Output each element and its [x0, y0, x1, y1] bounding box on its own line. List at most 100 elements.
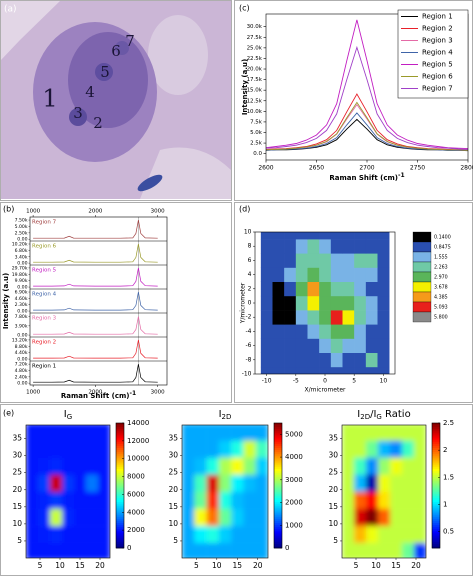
colorbar-strip [274, 510, 282, 513]
heatmap-cell [86, 474, 99, 492]
contour-cell [319, 281, 332, 297]
colorbar-strip [274, 425, 282, 428]
contour-cell [365, 253, 378, 268]
heatmap-cell [206, 474, 220, 492]
colorbar-strip [432, 466, 440, 470]
colorbar-strip [116, 529, 124, 532]
x-tick-label: 1000 [26, 209, 40, 215]
contour-cell [284, 239, 297, 254]
colorbar-strip [116, 425, 124, 428]
heatmap-cell [50, 440, 63, 458]
contour-cell [307, 239, 320, 254]
heatmap-cell [243, 491, 257, 509]
colorbar-strip [274, 473, 282, 476]
heatmap-cell [218, 457, 232, 475]
y-tick-label: 12.5k [247, 98, 263, 104]
contour-cell [272, 352, 285, 368]
colorbar-strip [432, 525, 440, 528]
x-tick-label: 10 [55, 561, 65, 570]
y-tick-label: 27.5k [247, 35, 263, 41]
heatmap-cell [218, 491, 232, 509]
colorbar-strip [432, 529, 440, 532]
colorbar-strip [432, 539, 440, 543]
heatmap-cell [342, 440, 355, 458]
colorbar-strip [116, 458, 124, 461]
colorbar-strip [116, 454, 124, 457]
heatmap-cell [62, 491, 75, 509]
contour-cell [377, 239, 390, 254]
contour-cell [330, 338, 343, 353]
colorbar-strip [116, 541, 124, 545]
y-tick-label: 5 [173, 536, 178, 545]
colorbar-frame [431, 422, 441, 549]
heatmap-cell [38, 425, 51, 441]
cell-spot [95, 63, 113, 81]
heatmap-cell [255, 425, 268, 441]
colorbar-strip [432, 435, 440, 438]
panel-label: (d) [239, 205, 250, 214]
colorbar-tick-label: 10000 [127, 455, 149, 463]
y-tick-label: 7.20k [15, 362, 28, 368]
panel-label: (b) [3, 205, 14, 214]
colorbar-strip [116, 508, 124, 511]
heatmap-cell [414, 425, 426, 441]
heatmap-cell [402, 491, 415, 509]
heatmap-cell [366, 508, 379, 526]
contour-cell [307, 253, 320, 268]
contour-cell [260, 295, 273, 311]
colorbar-strip [274, 448, 282, 451]
colorbar-strip [116, 545, 124, 549]
heatmap-cell [194, 491, 207, 509]
colorbar-strip [116, 475, 124, 478]
colorbar-strip [116, 491, 124, 495]
colorbar-strip [432, 470, 440, 474]
x-axis-label-exponent: -1 [129, 390, 136, 397]
contour-cell [330, 324, 343, 339]
contour-cell [295, 338, 308, 353]
heatmap-cell [378, 425, 391, 441]
colorbar-strip [432, 425, 440, 428]
title-part: I [64, 409, 67, 420]
y-tick-label: 15 [12, 502, 22, 511]
x-tick-label: 5 [194, 561, 199, 570]
colorbar-strip [116, 479, 124, 482]
y-tick-label: 0.0 [253, 151, 262, 157]
colorbar-tick-label: 0 [127, 544, 131, 552]
x-tick-label: 3000 [151, 209, 165, 215]
y-tick-label: 35 [12, 434, 22, 443]
heatmap-cell [62, 542, 75, 558]
micrograph-light-area [140, 147, 231, 199]
contour-cell [330, 310, 343, 325]
colorbar-strip [432, 448, 440, 451]
colorbar-strip [274, 470, 282, 474]
y-tick-label: 0.00 [17, 237, 27, 243]
colorbar-strip [432, 473, 440, 476]
contour-cell [295, 281, 308, 297]
colorbar-strip [116, 433, 124, 436]
contour-cell [342, 267, 355, 282]
colorbar-strip [274, 433, 282, 436]
heatmap-cell [62, 457, 75, 475]
heatmap-cell [243, 508, 257, 526]
colorbar-strip [274, 529, 282, 532]
colorbar-strip [274, 535, 282, 538]
heatmap-cell [98, 508, 110, 526]
colorbar-strip [116, 512, 124, 516]
y-tick-label: 3.40k [15, 254, 28, 260]
legend-label: Region 1 [422, 13, 453, 21]
heatmap-cell [243, 525, 257, 543]
y-tick-label: 10.0k [247, 109, 263, 115]
x-axis-label: X/micrometer [305, 387, 347, 394]
colorbar-frame [115, 422, 125, 549]
y-tick-label: 20 [12, 485, 22, 494]
colorbar-strip [116, 466, 124, 470]
y-tick-label: 9.90k [15, 278, 28, 284]
contour-cell [260, 366, 273, 374]
heatmap-cell [342, 425, 355, 441]
y-axis-label: Intensity (a.u) [241, 59, 249, 115]
colorbar-strip [432, 479, 440, 482]
heatmap-cell [26, 491, 39, 509]
contour-cell [307, 281, 320, 297]
y-axis-label: Y/micrometer [240, 282, 247, 324]
contour-cell [295, 239, 308, 254]
